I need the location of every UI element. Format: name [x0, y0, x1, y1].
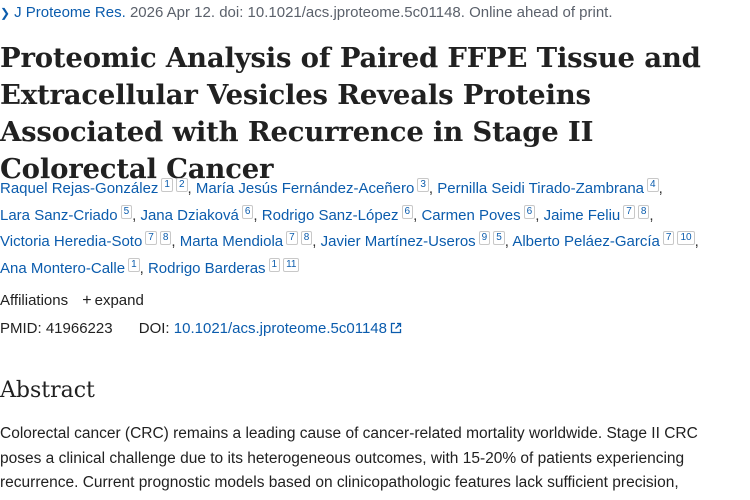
author-item: Lara Sanz-Criado 5: [0, 204, 133, 224]
author-link[interactable]: Raquel Rejas-González: [0, 180, 159, 197]
author-item: Rodrigo Barderas 1 11: [147, 257, 300, 277]
affiliation-ref[interactable]: 8: [300, 231, 313, 245]
author-link[interactable]: Victoria Heredia-Soto: [0, 233, 143, 250]
affiliation-ref[interactable]: 1: [128, 257, 140, 272]
doi-label: DOI:: [138, 320, 170, 337]
author-item: Pernilla Seidi Tirado-Zambrana 4: [437, 178, 659, 197]
author-item: Marta Mendiola 7 8: [179, 231, 313, 250]
affiliation-ref[interactable]: 9: [478, 231, 491, 245]
chevron-down-icon[interactable]: ❯: [0, 6, 11, 20]
author-item: Carmen Poves 6: [421, 204, 536, 224]
affiliation-ref[interactable]: 5: [493, 231, 505, 245]
article-title: Proteomic Analysis of Paired FFPE Tissue…: [0, 42, 701, 185]
author-item: María Jesús Fernández-Aceñero 3: [195, 178, 429, 197]
author-link[interactable]: Javier Martínez-Useros: [320, 233, 476, 250]
pmid-value: 41966223: [45, 320, 113, 337]
affiliations-label: Affiliations: [0, 292, 69, 309]
author-link[interactable]: Alberto Peláez-García: [512, 233, 660, 250]
affiliation-ref[interactable]: 1: [161, 178, 173, 192]
doi-value: 10.1021/acs.jproteome.5c01148: [173, 320, 387, 337]
author-link[interactable]: Lara Sanz-Criado: [0, 206, 118, 224]
author-item: Javier Martínez-Useros 9 5: [320, 231, 505, 250]
identifiers-row: PMID: 41966223 DOI: 10.1021/acs.jproteom…: [0, 320, 402, 337]
citation-line: ❯ J Proteome Res. 2026 Apr 12. doi: 10.10…: [0, 4, 750, 21]
affiliation-ref[interactable]: 2: [175, 178, 188, 192]
affiliations-row: Affiliations + expand: [0, 292, 144, 310]
affiliations-expand-button[interactable]: + expand: [82, 292, 144, 309]
expand-label: expand: [94, 292, 144, 309]
author-link[interactable]: Marta Mendiola: [179, 233, 284, 250]
author-link[interactable]: Carmen Poves: [421, 206, 521, 224]
abstract-heading: Abstract: [0, 378, 95, 403]
affiliation-ref[interactable]: 7: [623, 204, 635, 219]
affiliation-ref[interactable]: 6: [401, 204, 414, 219]
affiliation-ref[interactable]: 3: [417, 178, 429, 192]
author-list: Raquel Rejas-González 1 2, María Jesús Fer…: [0, 178, 699, 277]
affiliation-ref[interactable]: 6: [241, 204, 254, 219]
author-link[interactable]: Rodrigo Sanz-López: [261, 206, 399, 224]
pmid-label: PMID:: [0, 320, 42, 337]
external-link-icon: [390, 322, 402, 334]
author-link[interactable]: Rodrigo Barderas: [147, 259, 266, 277]
affiliation-ref[interactable]: 4: [647, 178, 659, 192]
affiliation-ref[interactable]: 8: [159, 231, 172, 245]
journal-link[interactable]: J Proteome Res.: [14, 4, 126, 21]
author-item: Alberto Peláez-García 7 10: [512, 231, 695, 250]
author-item: Rodrigo Sanz-López 6: [261, 204, 414, 224]
affiliation-ref[interactable]: 1: [268, 257, 281, 272]
author-link[interactable]: Ana Montero-Calle: [0, 259, 126, 277]
author-item: Jana Dziaková 6: [140, 204, 254, 224]
affiliation-ref[interactable]: 7: [662, 231, 675, 245]
author-item: Raquel Rejas-González 1 2: [0, 178, 188, 197]
affiliation-ref[interactable]: 11: [283, 257, 300, 272]
affiliation-ref[interactable]: 10: [677, 231, 695, 245]
author-item: Ana Montero-Calle 1: [0, 257, 140, 277]
abstract-text: Colorectal cancer (CRC) remains a leadin…: [0, 425, 698, 491]
author-link[interactable]: Jana Dziaková: [140, 206, 239, 224]
author-link[interactable]: Jaime Feliu: [543, 206, 621, 224]
affiliation-ref[interactable]: 7: [145, 231, 157, 245]
plus-icon: +: [82, 292, 92, 309]
affiliation-ref[interactable]: 6: [523, 204, 536, 219]
affiliation-ref[interactable]: 8: [637, 204, 650, 219]
author-link[interactable]: María Jesús Fernández-Aceñero: [195, 180, 415, 197]
affiliation-ref[interactable]: 5: [120, 204, 133, 219]
author-link[interactable]: Pernilla Seidi Tirado-Zambrana: [437, 180, 644, 197]
doi-link[interactable]: 10.1021/acs.jproteome.5c01148: [174, 320, 402, 337]
author-item: Jaime Feliu 7 8: [543, 204, 650, 224]
affiliation-ref[interactable]: 7: [286, 231, 298, 245]
citation-details: 2026 Apr 12. doi: 10.1021/acs.jproteome.…: [129, 4, 613, 21]
author-item: Victoria Heredia-Soto 7 8: [0, 231, 172, 250]
